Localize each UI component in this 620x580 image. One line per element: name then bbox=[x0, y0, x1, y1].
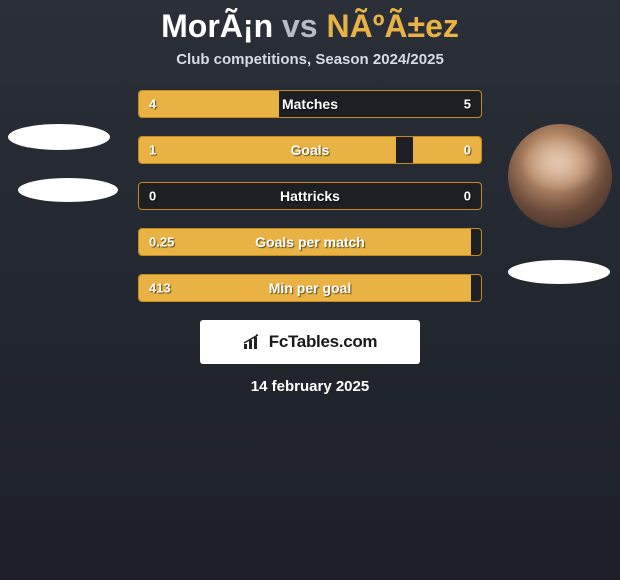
stat-row: 413 Min per goal bbox=[138, 274, 482, 302]
subtitle: Club competitions, Season 2024/2025 bbox=[0, 51, 620, 68]
vs-separator: vs bbox=[282, 8, 318, 44]
stat-value-left: 0 bbox=[149, 189, 156, 204]
bars-icon bbox=[243, 334, 263, 350]
logo-box: FcTables.com bbox=[200, 320, 420, 364]
stat-value-left: 4 bbox=[149, 97, 156, 112]
date-text: 14 february 2025 bbox=[0, 378, 620, 395]
stat-label: Matches bbox=[282, 96, 338, 112]
page-title: MorÃ¡n vs NÃºÃ±ez bbox=[0, 8, 620, 45]
bar-fill-left bbox=[139, 137, 396, 163]
infographic-container: MorÃ¡n vs NÃºÃ±ez Club competitions, Sea… bbox=[0, 0, 620, 580]
stat-row: 4 Matches 5 bbox=[138, 90, 482, 118]
stats-panel: 4 Matches 5 1 Goals 0 0 Hattricks 0 0.25 Goals per… bbox=[138, 90, 482, 302]
stat-value-left: 413 bbox=[149, 281, 171, 296]
player2-name: NÃºÃ±ez bbox=[326, 8, 458, 44]
stat-value-right: 0 bbox=[464, 143, 471, 158]
stat-label: Min per goal bbox=[269, 280, 351, 296]
player1-name: MorÃ¡n bbox=[161, 8, 273, 44]
stat-label: Hattricks bbox=[280, 188, 340, 204]
stat-value-right: 5 bbox=[464, 97, 471, 112]
placeholder-ellipse bbox=[18, 178, 118, 202]
stat-value-left: 1 bbox=[149, 143, 156, 158]
stat-row: 1 Goals 0 bbox=[138, 136, 482, 164]
stat-row: 0 Hattricks 0 bbox=[138, 182, 482, 210]
stat-label: Goals bbox=[291, 142, 330, 158]
avatar-player2 bbox=[508, 124, 612, 228]
logo-text: FcTables.com bbox=[269, 332, 378, 352]
stat-label: Goals per match bbox=[255, 234, 365, 250]
stat-value-right: 0 bbox=[464, 189, 471, 204]
bar-fill-left bbox=[139, 91, 279, 117]
stat-value-left: 0.25 bbox=[149, 235, 174, 250]
placeholder-ellipse bbox=[508, 260, 610, 284]
placeholder-ellipse bbox=[8, 124, 110, 150]
stat-row: 0.25 Goals per match bbox=[138, 228, 482, 256]
